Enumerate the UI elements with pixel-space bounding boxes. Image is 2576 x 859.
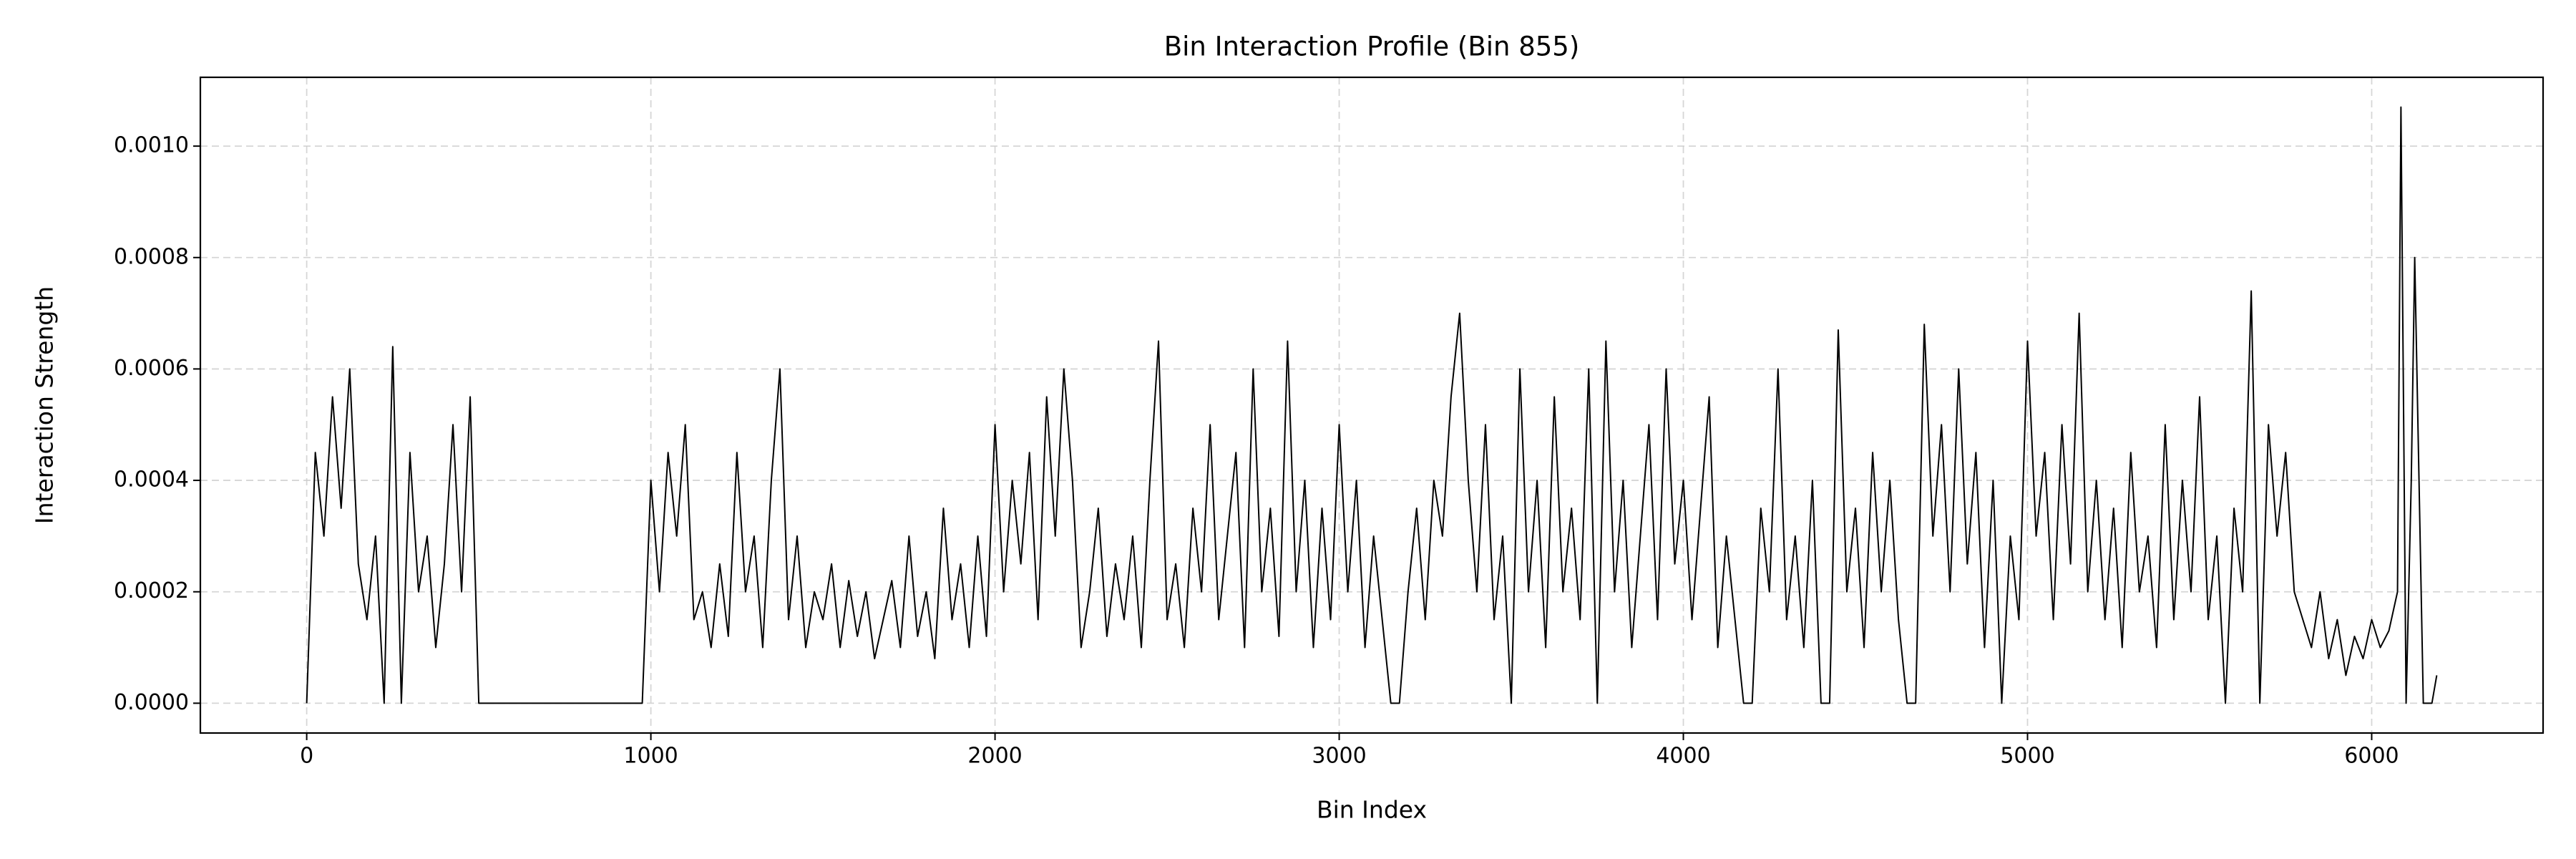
y-tick-label: 0.0006 <box>114 356 189 381</box>
x-tick-label: 2000 <box>967 744 1022 769</box>
x-tick-label: 0 <box>300 744 313 769</box>
y-tick-label: 0.0008 <box>114 244 189 269</box>
y-tick-label: 0.0000 <box>114 690 189 715</box>
y-tick-label: 0.0002 <box>114 578 189 603</box>
y-tick-label: 0.0010 <box>114 133 189 158</box>
x-tick-label: 6000 <box>2344 744 2399 769</box>
chart-title: Bin Interaction Profile (Bin 855) <box>1164 31 1580 62</box>
plot-frame <box>199 76 2545 734</box>
x-axis-label: Bin Index <box>1317 796 1427 824</box>
x-tick-label: 3000 <box>1312 744 1366 769</box>
x-tick-label: 5000 <box>2000 744 2054 769</box>
y-tick-label: 0.0004 <box>114 467 189 492</box>
x-tick-label: 1000 <box>623 744 678 769</box>
data-line <box>306 106 2438 704</box>
x-tick-label: 4000 <box>1656 744 1710 769</box>
y-axis-label: Interaction Strength <box>31 286 59 524</box>
